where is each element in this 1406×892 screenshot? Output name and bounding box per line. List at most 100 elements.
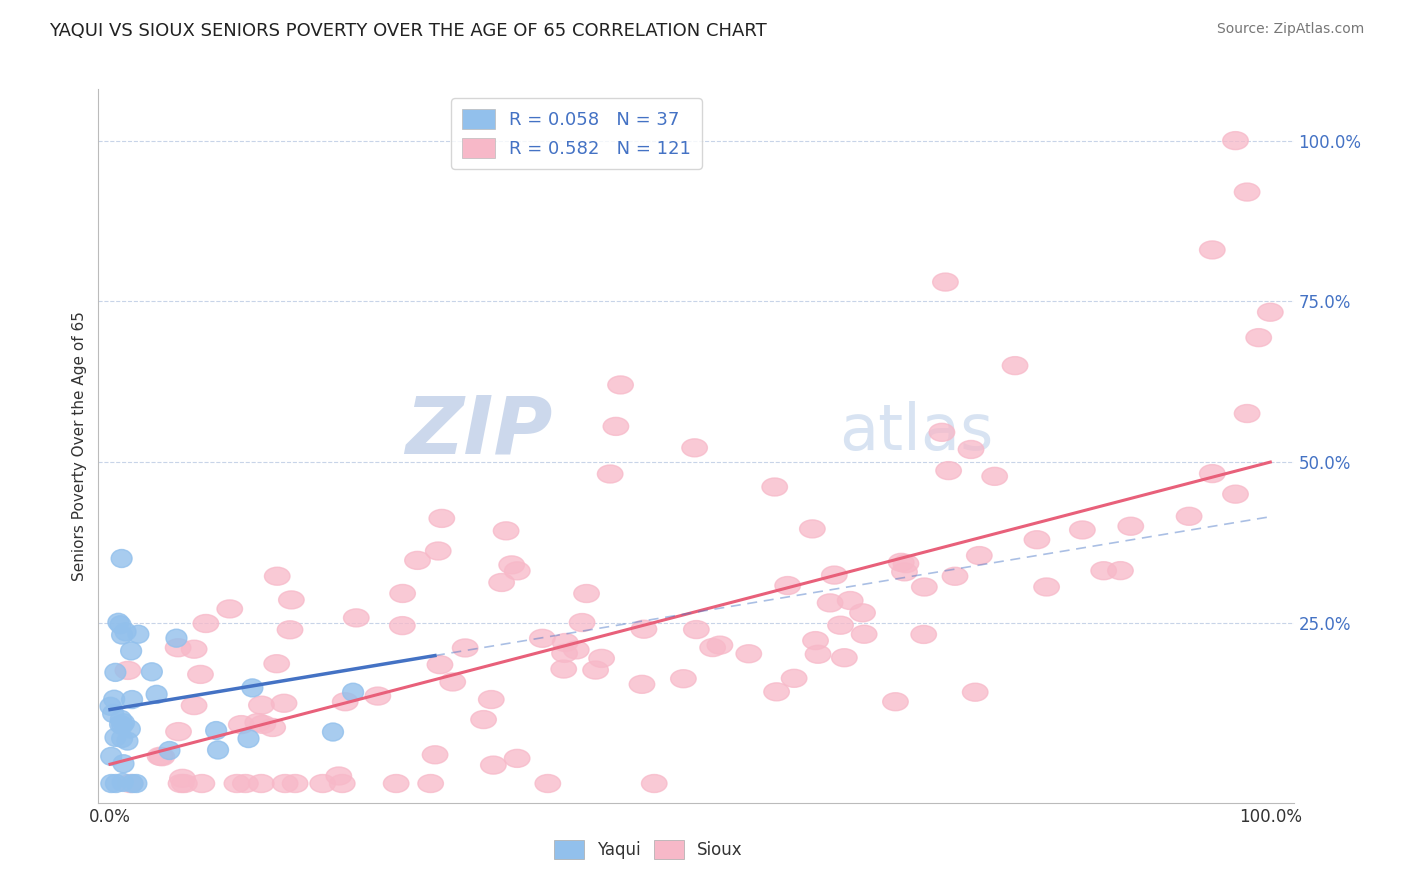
- Ellipse shape: [149, 747, 174, 765]
- Ellipse shape: [188, 665, 214, 683]
- Ellipse shape: [142, 663, 162, 681]
- Ellipse shape: [366, 687, 391, 705]
- Ellipse shape: [536, 774, 561, 792]
- Ellipse shape: [707, 636, 733, 654]
- Ellipse shape: [963, 683, 988, 701]
- Ellipse shape: [127, 774, 146, 792]
- Ellipse shape: [181, 640, 207, 658]
- Ellipse shape: [735, 645, 762, 663]
- Text: Source: ZipAtlas.com: Source: ZipAtlas.com: [1216, 22, 1364, 37]
- Ellipse shape: [583, 661, 609, 679]
- Ellipse shape: [389, 616, 415, 634]
- Ellipse shape: [852, 625, 877, 643]
- Ellipse shape: [494, 522, 519, 540]
- Ellipse shape: [169, 774, 194, 792]
- Ellipse shape: [499, 556, 524, 574]
- Ellipse shape: [120, 720, 141, 738]
- Ellipse shape: [936, 461, 962, 480]
- Ellipse shape: [889, 553, 914, 572]
- Ellipse shape: [117, 732, 138, 750]
- Ellipse shape: [105, 774, 127, 792]
- Ellipse shape: [105, 729, 127, 747]
- Ellipse shape: [115, 623, 136, 640]
- Ellipse shape: [405, 551, 430, 569]
- Ellipse shape: [148, 747, 173, 765]
- Ellipse shape: [427, 656, 453, 673]
- Ellipse shape: [343, 683, 364, 701]
- Ellipse shape: [1199, 465, 1225, 483]
- Ellipse shape: [172, 774, 197, 792]
- Ellipse shape: [883, 693, 908, 711]
- Ellipse shape: [418, 774, 443, 792]
- Ellipse shape: [817, 594, 842, 612]
- Ellipse shape: [1024, 531, 1050, 549]
- Ellipse shape: [607, 376, 633, 394]
- Ellipse shape: [959, 441, 984, 458]
- Ellipse shape: [332, 693, 359, 711]
- Ellipse shape: [193, 615, 219, 632]
- Ellipse shape: [111, 710, 131, 728]
- Ellipse shape: [101, 774, 122, 792]
- Ellipse shape: [589, 649, 614, 667]
- Ellipse shape: [121, 642, 142, 660]
- Ellipse shape: [283, 774, 308, 792]
- Ellipse shape: [166, 629, 187, 648]
- Text: atlas: atlas: [839, 401, 994, 463]
- Ellipse shape: [104, 690, 125, 708]
- Ellipse shape: [1108, 562, 1133, 580]
- Ellipse shape: [166, 639, 191, 657]
- Ellipse shape: [683, 621, 709, 639]
- Ellipse shape: [630, 675, 655, 693]
- Ellipse shape: [170, 769, 195, 788]
- Ellipse shape: [1223, 132, 1249, 150]
- Ellipse shape: [828, 616, 853, 634]
- Ellipse shape: [229, 715, 254, 733]
- Ellipse shape: [273, 774, 298, 792]
- Ellipse shape: [384, 774, 409, 792]
- Text: ZIP: ZIP: [405, 392, 553, 471]
- Ellipse shape: [103, 705, 124, 723]
- Ellipse shape: [966, 547, 993, 565]
- Ellipse shape: [111, 626, 132, 644]
- Ellipse shape: [929, 424, 955, 442]
- Ellipse shape: [478, 690, 503, 708]
- Ellipse shape: [942, 567, 967, 585]
- Ellipse shape: [232, 774, 259, 792]
- Ellipse shape: [188, 774, 215, 792]
- Ellipse shape: [111, 716, 132, 734]
- Ellipse shape: [553, 633, 578, 651]
- Ellipse shape: [838, 591, 863, 609]
- Ellipse shape: [981, 467, 1008, 485]
- Ellipse shape: [505, 749, 530, 767]
- Ellipse shape: [782, 669, 807, 688]
- Ellipse shape: [110, 715, 131, 733]
- Ellipse shape: [1177, 508, 1202, 525]
- Ellipse shape: [389, 584, 415, 602]
- Ellipse shape: [569, 614, 595, 632]
- Ellipse shape: [631, 620, 657, 638]
- Ellipse shape: [166, 723, 191, 740]
- Ellipse shape: [205, 722, 226, 739]
- Ellipse shape: [564, 641, 589, 659]
- Ellipse shape: [803, 632, 828, 649]
- Ellipse shape: [489, 574, 515, 591]
- Ellipse shape: [471, 711, 496, 729]
- Ellipse shape: [322, 723, 343, 741]
- Ellipse shape: [224, 774, 250, 792]
- Ellipse shape: [641, 774, 666, 792]
- Ellipse shape: [806, 645, 831, 664]
- Ellipse shape: [849, 604, 876, 622]
- Ellipse shape: [1033, 578, 1059, 596]
- Legend: Yaqui, Sioux: Yaqui, Sioux: [547, 834, 749, 866]
- Ellipse shape: [1234, 405, 1260, 423]
- Y-axis label: Seniors Poverty Over the Age of 65: Seniors Poverty Over the Age of 65: [72, 311, 87, 581]
- Ellipse shape: [111, 549, 132, 567]
- Ellipse shape: [181, 697, 207, 714]
- Ellipse shape: [911, 625, 936, 643]
- Ellipse shape: [277, 621, 302, 639]
- Ellipse shape: [763, 683, 789, 701]
- Ellipse shape: [440, 673, 465, 691]
- Ellipse shape: [891, 563, 917, 581]
- Ellipse shape: [505, 562, 530, 580]
- Ellipse shape: [1091, 562, 1116, 580]
